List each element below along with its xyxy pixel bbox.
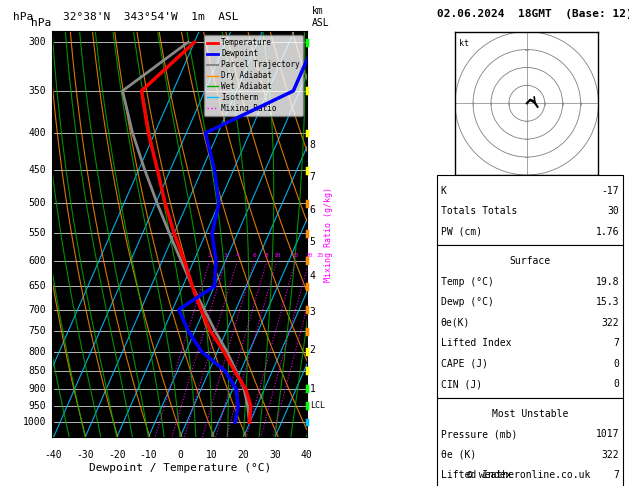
Text: 300: 300 [29, 37, 47, 47]
Text: 8: 8 [265, 253, 269, 258]
Text: θe (K): θe (K) [441, 450, 476, 460]
Text: LCL: LCL [309, 401, 325, 410]
Text: 25: 25 [316, 253, 324, 258]
Text: 700: 700 [29, 305, 47, 314]
Text: 750: 750 [29, 326, 47, 336]
Text: 4: 4 [235, 253, 239, 258]
Text: Most Unstable: Most Unstable [492, 409, 568, 419]
Bar [437, 398, 623, 486]
Text: -20: -20 [108, 450, 126, 460]
Text: Surface: Surface [509, 256, 550, 266]
Text: CAPE (J): CAPE (J) [441, 359, 488, 369]
Text: 1000: 1000 [23, 417, 47, 427]
Text: km
ASL: km ASL [311, 6, 329, 28]
Text: 400: 400 [29, 128, 47, 138]
Text: 322: 322 [601, 318, 619, 328]
Text: 7: 7 [309, 172, 316, 182]
Text: Temp (°C): Temp (°C) [441, 277, 494, 287]
Text: hPa: hPa [13, 12, 33, 22]
Text: 1: 1 [309, 384, 316, 394]
Text: 30: 30 [607, 206, 619, 216]
Text: Lifted Index: Lifted Index [441, 338, 511, 348]
Legend: Temperature, Dewpoint, Parcel Trajectory, Dry Adiabat, Wet Adiabat, Isotherm, Mi: Temperature, Dewpoint, Parcel Trajectory… [204, 35, 303, 116]
Text: hPa: hPa [31, 17, 51, 28]
Text: CIN (J): CIN (J) [441, 379, 482, 389]
Text: 20: 20 [305, 253, 313, 258]
Text: 4: 4 [309, 271, 316, 281]
Text: 900: 900 [29, 384, 47, 394]
Text: © weatheronline.co.uk: © weatheronline.co.uk [467, 470, 590, 480]
Text: Dewpoint / Temperature (°C): Dewpoint / Temperature (°C) [89, 463, 271, 472]
Text: 322: 322 [601, 450, 619, 460]
Text: K: K [441, 186, 447, 196]
Text: 350: 350 [29, 86, 47, 96]
Text: 1017: 1017 [596, 429, 619, 439]
Text: 15.3: 15.3 [596, 297, 619, 307]
Text: Dewp (°C): Dewp (°C) [441, 297, 494, 307]
Text: 3: 3 [309, 307, 316, 317]
Text: 2: 2 [309, 345, 316, 355]
Text: 15: 15 [292, 253, 299, 258]
Text: Pressure (mb): Pressure (mb) [441, 429, 517, 439]
Text: 600: 600 [29, 256, 47, 266]
Text: 0: 0 [613, 379, 619, 389]
Text: 5: 5 [309, 237, 316, 247]
Text: 3: 3 [224, 253, 228, 258]
Text: 19.8: 19.8 [596, 277, 619, 287]
Text: PW (cm): PW (cm) [441, 227, 482, 237]
Text: 550: 550 [29, 228, 47, 239]
Text: 8: 8 [309, 139, 316, 150]
Text: 950: 950 [29, 401, 47, 411]
Text: -17: -17 [601, 186, 619, 196]
Text: Totals Totals: Totals Totals [441, 206, 517, 216]
Text: 10: 10 [273, 253, 281, 258]
Text: 10: 10 [206, 450, 218, 460]
Text: 6: 6 [309, 205, 316, 215]
Text: -10: -10 [140, 450, 157, 460]
Text: 500: 500 [29, 198, 47, 208]
Text: 20: 20 [237, 450, 249, 460]
Text: 6: 6 [252, 253, 256, 258]
Text: Lifted Index: Lifted Index [441, 470, 511, 480]
Text: 0: 0 [177, 450, 183, 460]
Text: 650: 650 [29, 281, 47, 291]
Text: -30: -30 [76, 450, 94, 460]
Text: θe(K): θe(K) [441, 318, 470, 328]
Text: 7: 7 [613, 470, 619, 480]
Text: 0: 0 [613, 359, 619, 369]
Text: 1.76: 1.76 [596, 227, 619, 237]
Text: 30: 30 [269, 450, 281, 460]
Text: 850: 850 [29, 366, 47, 376]
Bar [437, 175, 623, 245]
Bar [437, 245, 623, 398]
Text: Mixing Ratio (g/kg): Mixing Ratio (g/kg) [325, 187, 333, 282]
Text: kt: kt [459, 39, 469, 48]
Text: 7: 7 [613, 338, 619, 348]
Text: 32°38'N  343°54'W  1m  ASL: 32°38'N 343°54'W 1m ASL [63, 12, 239, 22]
Text: 02.06.2024  18GMT  (Base: 12): 02.06.2024 18GMT (Base: 12) [437, 9, 629, 18]
Text: 40: 40 [301, 450, 313, 460]
Text: -40: -40 [45, 450, 62, 460]
Text: 450: 450 [29, 165, 47, 175]
Text: 2: 2 [208, 253, 211, 258]
Text: 800: 800 [29, 347, 47, 357]
